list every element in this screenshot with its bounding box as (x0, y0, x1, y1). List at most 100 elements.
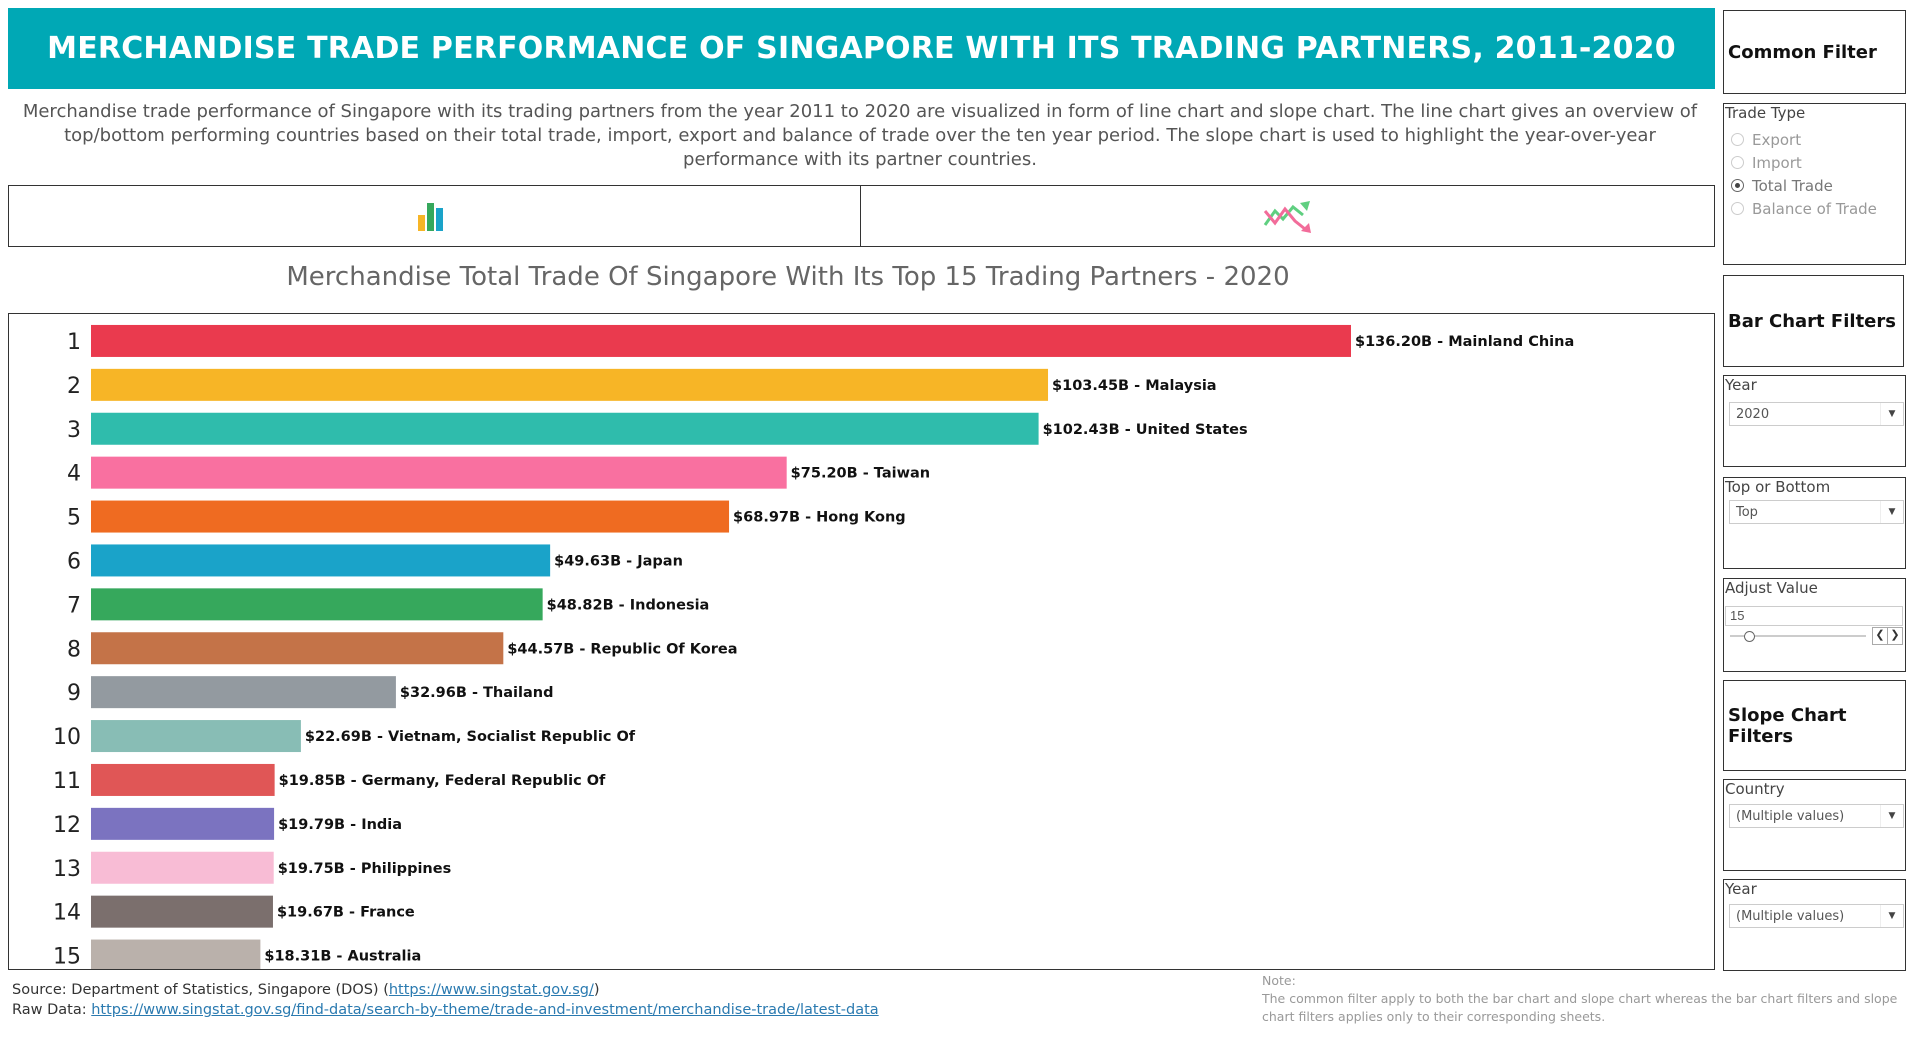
trade-type-option-label: Import (1752, 153, 1802, 172)
rank-label: 12 (53, 813, 81, 838)
trade-type-option[interactable]: Export (1731, 128, 1877, 151)
bar-chart: 1 $136.20B - Mainland China 2 $103.45B - Ma… (8, 313, 1715, 970)
bar[interactable] (91, 544, 551, 577)
rank-label: 13 (53, 857, 81, 882)
trade-type-label: Trade Type (1725, 104, 1806, 122)
slope-chart-nav-button[interactable] (860, 185, 1715, 247)
bar-value-label: $19.79B - India (278, 817, 402, 833)
bar-chart-nav-button[interactable] (8, 185, 861, 247)
chart-title: Merchandise Total Trade Of Singapore Wit… (286, 262, 1290, 292)
bar-filters-title: Bar Chart Filters (1728, 310, 1896, 332)
bar-chart-svg: 1 $136.20B - Mainland China 2 $103.45B - Ma… (53, 324, 1574, 969)
bar-chart-filters-header: Bar Chart Filters (1723, 275, 1904, 367)
country-select[interactable]: (Multiple values) ▼ (1729, 804, 1904, 828)
footer-note: Note: The common filter apply to both th… (1262, 972, 1902, 1026)
bar-value-label: $48.82B - Indonesia (547, 597, 710, 613)
bar-value-label: $44.57B - Republic Of Korea (507, 641, 737, 657)
chevron-down-icon[interactable]: ▼ (1880, 805, 1903, 827)
source-prefix: Source: Department of Statistics, Singap… (12, 982, 389, 998)
bar-value-label: $19.67B - France (277, 905, 415, 921)
bar[interactable] (91, 851, 274, 884)
radio-button[interactable] (1731, 156, 1744, 169)
top-bottom-select-value: Top (1736, 504, 1758, 520)
slope-year-select-value: (Multiple values) (1736, 908, 1845, 924)
bar-value-label: $136.20B - Mainland China (1355, 334, 1574, 350)
bar-value-label: $18.31B - Australia (264, 949, 421, 965)
rank-label: 7 (67, 593, 81, 618)
rank-label: 3 (67, 418, 81, 443)
trade-type-option-label: Export (1752, 130, 1802, 149)
adjust-value-filter: Adjust Value 15 ❮ ❯ (1723, 578, 1906, 672)
rank-label: 6 (67, 549, 81, 574)
source-line: Source: Department of Statistics, Singap… (12, 980, 879, 1000)
trade-type-option[interactable]: Balance of Trade (1731, 197, 1877, 220)
top-bottom-select[interactable]: Top ▼ (1729, 500, 1904, 524)
bar-value-label: $32.96B - Thailand (400, 685, 554, 701)
bar[interactable] (91, 720, 301, 753)
bar[interactable] (91, 500, 730, 533)
note-text: The common filter apply to both the bar … (1262, 991, 1898, 1024)
bar[interactable] (91, 939, 261, 969)
trade-type-option-label: Balance of Trade (1752, 199, 1877, 218)
rank-label: 8 (67, 637, 81, 662)
chevron-right-icon[interactable]: ❯ (1887, 627, 1903, 645)
bar[interactable] (91, 456, 787, 489)
radio-button[interactable] (1731, 179, 1744, 192)
trade-type-radio-group: Export Import Total Trade Balance of Trade (1731, 128, 1877, 220)
country-label: Country (1725, 780, 1785, 798)
raw-data-line: Raw Data: https://www.singstat.gov.sg/fi… (12, 1000, 879, 1020)
adjust-value-input[interactable]: 15 (1725, 606, 1903, 626)
bar[interactable] (91, 895, 273, 928)
slope-year-label: Year (1725, 880, 1757, 898)
note-title: Note: (1262, 973, 1296, 988)
slope-year-filter: Year (Multiple values) ▼ (1723, 879, 1906, 971)
source-suffix: ) (593, 982, 600, 998)
trade-type-option-label: Total Trade (1752, 176, 1833, 195)
year-select[interactable]: 2020 ▼ (1729, 402, 1904, 426)
bar-value-label: $22.69B - Vietnam, Socialist Republic Of (305, 729, 636, 745)
title-banner: MERCHANDISE TRADE PERFORMANCE OF SINGAPO… (8, 8, 1715, 89)
footer-sources: Source: Department of Statistics, Singap… (12, 980, 879, 1020)
page-description: Merchandise trade performance of Singapo… (22, 101, 1698, 170)
radio-button[interactable] (1731, 202, 1744, 215)
trade-type-option[interactable]: Import (1731, 151, 1877, 174)
chevron-left-icon[interactable]: ❮ (1872, 627, 1888, 645)
slope-year-select[interactable]: (Multiple values) ▼ (1729, 904, 1904, 928)
rank-label: 14 (53, 901, 81, 926)
bar-value-label: $75.20B - Taiwan (791, 466, 930, 482)
bar[interactable] (91, 412, 1039, 445)
rank-label: 15 (53, 945, 81, 969)
slope-filters-title: Slope Chart Filters (1728, 704, 1847, 747)
bar[interactable] (91, 807, 275, 840)
rank-label: 11 (53, 769, 81, 794)
bar-value-label: $49.63B - Japan (554, 553, 683, 569)
radio-button[interactable] (1731, 133, 1744, 146)
chevron-down-icon[interactable]: ▼ (1880, 403, 1903, 425)
chevron-down-icon[interactable]: ▼ (1880, 905, 1903, 927)
bar[interactable] (91, 676, 396, 709)
trade-type-option[interactable]: Total Trade (1731, 174, 1877, 197)
year-label: Year (1725, 376, 1757, 394)
adjust-value-slider-track[interactable] (1730, 635, 1866, 637)
bar-value-label: $102.43B - United States (1043, 422, 1248, 438)
bar[interactable] (91, 324, 1351, 357)
chevron-down-icon[interactable]: ▼ (1880, 501, 1903, 523)
country-select-value: (Multiple values) (1736, 808, 1845, 824)
bar-value-label: $103.45B - Malaysia (1052, 378, 1217, 394)
country-filter: Country (Multiple values) ▼ (1723, 779, 1906, 871)
adjust-value-label: Adjust Value (1725, 579, 1818, 597)
bar-value-label: $19.75B - Philippines (278, 861, 452, 877)
bar-chart-icon (417, 203, 443, 231)
raw-data-link[interactable]: https://www.singstat.gov.sg/find-data/se… (91, 1002, 879, 1018)
common-filter-header: Common Filter (1723, 10, 1906, 94)
adjust-value-slider-handle[interactable] (1744, 631, 1755, 642)
common-filter-title: Common Filter (1728, 41, 1877, 63)
page-title: MERCHANDISE TRADE PERFORMANCE OF SINGAPO… (47, 31, 1676, 66)
rank-label: 10 (53, 725, 81, 750)
bar[interactable] (91, 763, 275, 796)
year-select-value: 2020 (1736, 406, 1770, 422)
bar[interactable] (91, 368, 1049, 401)
bar[interactable] (91, 632, 504, 665)
bar[interactable] (91, 588, 543, 621)
source-link[interactable]: https://www.singstat.gov.sg/ (388, 982, 594, 998)
